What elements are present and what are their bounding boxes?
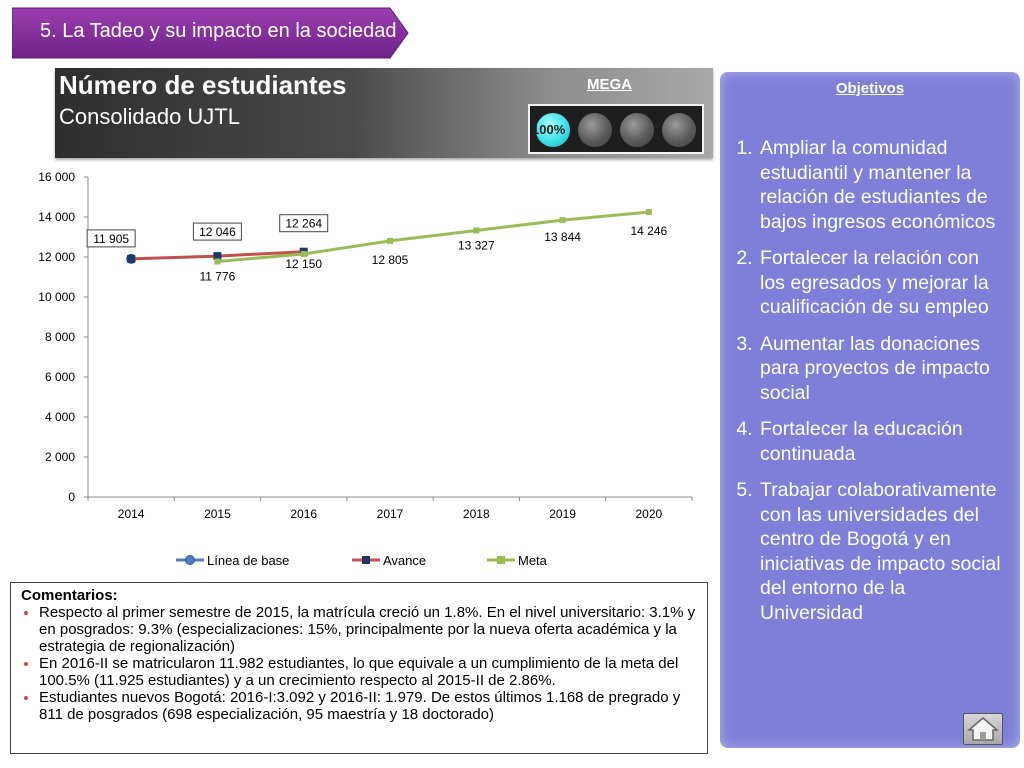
- data-label-box: [192, 222, 242, 241]
- objective-item: Fortalecer la educación continuada: [758, 417, 1008, 466]
- data-label: 12 150: [285, 257, 322, 271]
- data-point: [213, 252, 222, 261]
- series-line-meta: [217, 210, 649, 263]
- home-icon: [966, 717, 1000, 741]
- x-tick-label: 2019: [549, 507, 576, 521]
- y-tick-label: 6 000: [45, 370, 75, 384]
- progress-dot: [620, 113, 654, 147]
- y-tick-label: 0: [68, 490, 75, 504]
- data-label-box: [279, 214, 329, 233]
- data-label: 14 246: [631, 224, 668, 238]
- objective-item: Aumentar las donaciones para proyectos d…: [758, 332, 1008, 406]
- progress-dot: [662, 113, 696, 147]
- y-tick-label: 10 000: [38, 290, 75, 304]
- x-tick-label: 2017: [377, 507, 404, 521]
- page-title: Número de estudiantes: [59, 70, 347, 100]
- data-label: 12 046: [199, 225, 236, 239]
- objective-item: Ampliar la comunidad estudiantil y mante…: [758, 136, 1008, 234]
- comments-box: Comentarios: Respecto al primer semestre…: [10, 582, 708, 754]
- page-subtitle: Consolidado UJTL: [59, 104, 240, 129]
- comment-item: En 2016-II se matricularon 11.982 estudi…: [39, 655, 699, 689]
- objectives-title: Objetivos: [835, 80, 905, 97]
- data-point: [214, 258, 221, 265]
- section-tab: 5. La Tadeo y su impacto en la sociedad: [12, 6, 410, 60]
- data-label: 12 264: [285, 217, 322, 231]
- progress-indicator: 100%: [528, 104, 704, 154]
- progress-label: 100%: [532, 122, 566, 137]
- data-label: 13 327: [458, 238, 495, 252]
- section-tab-shape: [12, 7, 409, 59]
- students-line-chart: 0 2 000 4 000 6 000 8 000 10 000 12 000 14 000 1…: [38, 170, 693, 568]
- x-tick-label: 2016: [290, 507, 317, 521]
- data-point: [645, 209, 652, 216]
- progress-dot: [578, 113, 612, 147]
- y-tick-label: 2 000: [45, 450, 75, 464]
- mega-label: MEGA: [587, 76, 632, 93]
- x-tick-label: 2020: [636, 507, 663, 521]
- y-tick-label: 8 000: [45, 330, 75, 344]
- data-point: [300, 251, 307, 257]
- progress-dot-active: 100%: [532, 113, 570, 147]
- y-tick-label: 16 000: [38, 170, 75, 184]
- comments-list: Respecto al primer semestre de 2015, la …: [21, 604, 699, 723]
- comment-item: Estudiantes nuevos Bogotá: 2016-I:3.092 …: [39, 689, 699, 723]
- data-label-box: [86, 229, 136, 248]
- data-label: 11 905: [93, 232, 129, 246]
- data-label: 13 844: [544, 230, 581, 244]
- y-tick-label: 12 000: [38, 250, 75, 264]
- data-label: 12 805: [372, 253, 409, 267]
- legend-label: Avance: [383, 553, 426, 568]
- objectives-list: Ampliar la comunidad estudiantil y mante…: [730, 136, 1008, 637]
- legend-marker: [497, 556, 505, 564]
- legend-label: Meta: [518, 553, 548, 568]
- legend-marker: [362, 556, 370, 564]
- data-point: [559, 217, 566, 224]
- x-tick-label: 2014: [118, 507, 145, 521]
- comments-title: Comentarios:: [21, 587, 118, 604]
- objective-item: Trabajar colaborativamente con las unive…: [758, 478, 1008, 625]
- section-title: 5. La Tadeo y su impacto en la sociedad: [40, 20, 397, 42]
- objectives-panel: Objetivos Ampliar la comunidad estudiant…: [720, 72, 1020, 748]
- data-point: [473, 227, 480, 234]
- y-tick-label: 14 000: [38, 210, 75, 224]
- legend-label: Línea de base: [207, 553, 289, 568]
- data-point: [127, 254, 136, 263]
- x-tick-label: 2018: [463, 507, 490, 521]
- chart-header: Número de estudiantes Consolidado UJTL M…: [55, 68, 713, 158]
- home-button[interactable]: [963, 713, 1003, 745]
- comment-item: Respecto al primer semestre de 2015, la …: [39, 604, 699, 655]
- data-label: 11 776: [200, 269, 236, 283]
- y-tick-label: 4 000: [45, 410, 75, 424]
- x-tick-label: 2015: [204, 507, 231, 521]
- objective-item: Fortalecer la relación con los egresados…: [758, 246, 1008, 320]
- legend-marker: [185, 555, 195, 565]
- data-point: [387, 237, 393, 244]
